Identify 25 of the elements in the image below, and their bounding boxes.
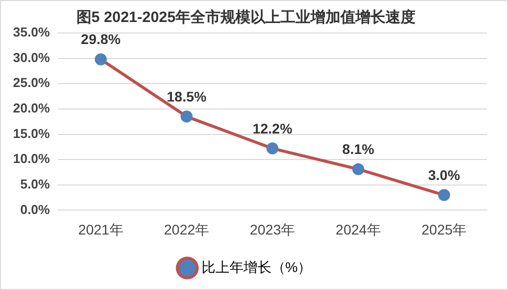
y-tick-label: 15.0%	[12, 126, 50, 141]
data-label: 3.0%	[428, 166, 461, 183]
legend-label: 比上年增长（%）	[201, 258, 312, 275]
chart-title: 图5 2021-2025年全市规模以上工业增加值增长速度	[76, 8, 416, 26]
point	[438, 189, 450, 202]
y-tick-label: 25.0%	[12, 75, 50, 90]
x-tick-label: 2022年	[164, 221, 210, 238]
data-label: 12.2%	[252, 120, 293, 136]
point	[352, 163, 364, 176]
x-tick-label: 2023年	[250, 221, 296, 238]
point	[266, 142, 278, 154]
y-tick-label: 5.0%	[20, 176, 50, 192]
data-label: 8.1%	[342, 141, 375, 158]
y-tick-label: 10.0%	[12, 151, 50, 166]
y-tick-label: 0.0%	[20, 202, 50, 217]
y-tick-label: 35.0%	[12, 24, 50, 40]
data-label: 29.8%	[80, 31, 122, 48]
y-tick-label: 30.0%	[12, 50, 50, 65]
data-label: 18.5%	[166, 88, 207, 104]
point	[180, 110, 193, 123]
y-tick-label: 20.0%	[12, 100, 50, 116]
x-tick-label: 2025年	[422, 221, 467, 238]
point	[94, 53, 107, 66]
x-tick-label: 2021年	[78, 221, 124, 238]
x-tick-label: 2024年	[336, 221, 381, 238]
